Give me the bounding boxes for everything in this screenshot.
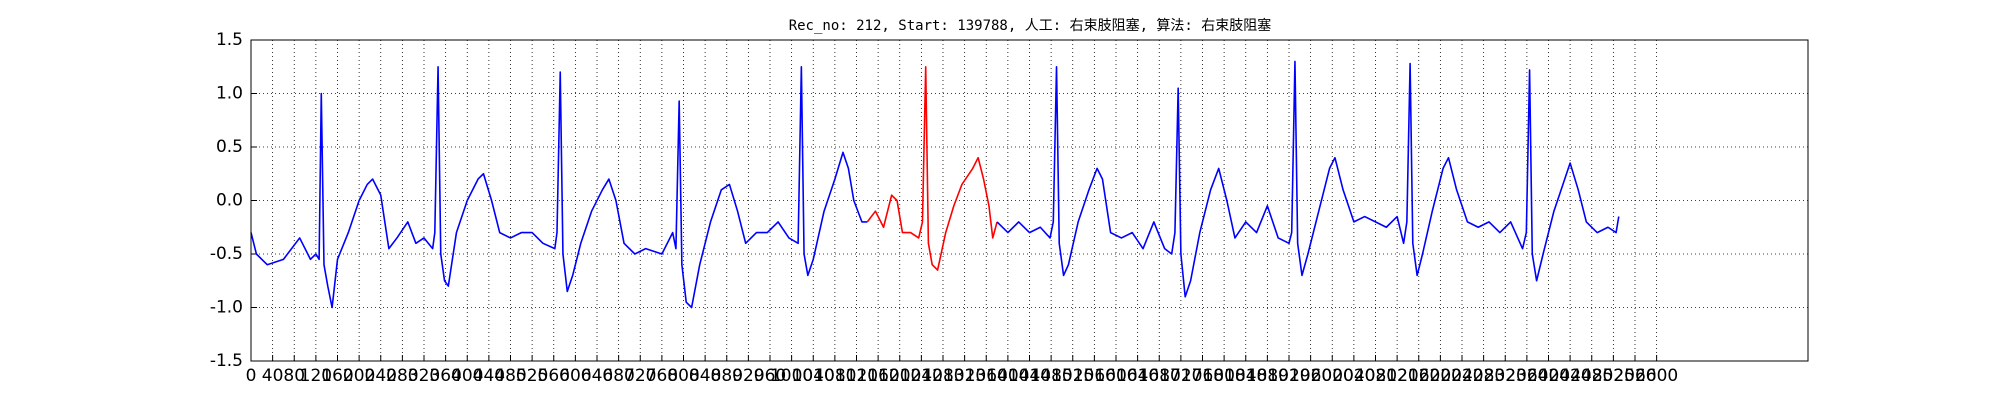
x-tick-label: 80 bbox=[283, 366, 305, 386]
x-tick-label: 1600 bbox=[1094, 366, 1137, 386]
x-tick-label: 360 bbox=[429, 366, 461, 386]
x-tick-label: 2480 bbox=[1570, 366, 1613, 386]
x-tick-label: 880 bbox=[711, 366, 743, 386]
x-tick-label: 240 bbox=[365, 366, 397, 386]
y-tick-label: -1.5 bbox=[210, 351, 243, 371]
y-tick-label: -0.5 bbox=[210, 244, 243, 264]
x-tick-label: 1080 bbox=[813, 366, 856, 386]
x-tick-label: 1160 bbox=[856, 366, 899, 386]
x-tick-label: 1200 bbox=[878, 366, 921, 386]
x-tick-label: 1960 bbox=[1289, 366, 1332, 386]
y-tick-label: 0.5 bbox=[216, 137, 243, 157]
x-tick-label: 120 bbox=[300, 366, 332, 386]
x-tick-label: 1760 bbox=[1181, 366, 1224, 386]
x-tick-label: 1440 bbox=[1008, 366, 1051, 386]
x-tick-label: 160 bbox=[321, 366, 353, 386]
x-tick-label: 2040 bbox=[1332, 366, 1375, 386]
x-tick-label: 1800 bbox=[1202, 366, 1245, 386]
x-tick-label: 1560 bbox=[1073, 366, 1116, 386]
x-tick-label: 2560 bbox=[1613, 366, 1656, 386]
y-tick-label: 1.5 bbox=[216, 30, 243, 50]
x-tick-label: 520 bbox=[516, 366, 548, 386]
x-tick-label: 1240 bbox=[900, 366, 943, 386]
x-tick-label: 320 bbox=[408, 366, 440, 386]
x-tick-label: 2360 bbox=[1505, 366, 1548, 386]
plot-frame bbox=[250, 39, 1809, 362]
x-tick-label: 1720 bbox=[1159, 366, 1202, 386]
x-tick-label: 680 bbox=[602, 366, 634, 386]
x-tick-label: 2320 bbox=[1484, 366, 1527, 386]
x-tick-label: 2160 bbox=[1397, 366, 1440, 386]
x-tick-label: 1840 bbox=[1224, 366, 1267, 386]
chart-title: Rec_no: 212, Start: 139788, 人工: 右束肢阻塞, 算… bbox=[789, 17, 1272, 34]
x-tick-label: 2240 bbox=[1440, 366, 1483, 386]
y-tick-label: -1.0 bbox=[210, 298, 243, 318]
x-tick-label: 1280 bbox=[921, 366, 964, 386]
x-tick-label: 480 bbox=[494, 366, 526, 386]
x-tick-label: 2200 bbox=[1419, 366, 1462, 386]
ecg-line bbox=[250, 65, 868, 309]
x-tick-label: 40 bbox=[262, 366, 284, 386]
x-tick-label: 2440 bbox=[1548, 366, 1591, 386]
x-tick-label: 400 bbox=[451, 366, 483, 386]
x-tick-label: 720 bbox=[624, 366, 656, 386]
x-tick-label: 800 bbox=[667, 366, 699, 386]
x-tick-label: 1880 bbox=[1246, 366, 1289, 386]
x-tick-label: 2120 bbox=[1375, 366, 1418, 386]
x-tick-label: 1360 bbox=[965, 366, 1008, 386]
ecg-line bbox=[996, 60, 1620, 298]
x-tick-label: 1640 bbox=[1116, 366, 1159, 386]
x-tick-label: 760 bbox=[646, 366, 678, 386]
x-tick-label: 280 bbox=[386, 366, 418, 386]
y-tick-label: 0.0 bbox=[216, 191, 243, 211]
x-tick-label: 0 bbox=[246, 366, 257, 386]
x-tick-label: 600 bbox=[559, 366, 591, 386]
y-tick-label: 1.0 bbox=[216, 84, 243, 104]
x-tick-label: 640 bbox=[581, 366, 613, 386]
x-tick-label: 2520 bbox=[1592, 366, 1635, 386]
x-tick-label: 2080 bbox=[1354, 366, 1397, 386]
x-tick-label: 1480 bbox=[1029, 366, 1072, 386]
x-tick-label: 1920 bbox=[1267, 366, 1310, 386]
x-tick-label: 1120 bbox=[835, 366, 878, 386]
x-tick-label: 1520 bbox=[1051, 366, 1094, 386]
x-tick-label: 2280 bbox=[1462, 366, 1505, 386]
x-tick-label: 2000 bbox=[1311, 366, 1354, 386]
x-tick-label: 1400 bbox=[986, 366, 1029, 386]
ecg-line bbox=[866, 65, 998, 271]
x-tick-label: 2400 bbox=[1527, 366, 1570, 386]
x-tick-label: 560 bbox=[538, 366, 570, 386]
x-tick-label: 200 bbox=[343, 366, 375, 386]
x-tick-label: 2600 bbox=[1635, 366, 1678, 386]
x-tick-label: 920 bbox=[732, 366, 764, 386]
x-tick-label: 1000 bbox=[770, 366, 813, 386]
x-tick-label: 840 bbox=[689, 366, 721, 386]
x-tick-label: 1040 bbox=[792, 366, 835, 386]
x-tick-label: 1320 bbox=[943, 366, 986, 386]
x-tick-label: 960 bbox=[754, 366, 786, 386]
x-tick-label: 440 bbox=[473, 366, 505, 386]
x-tick-label: 1680 bbox=[1138, 366, 1181, 386]
